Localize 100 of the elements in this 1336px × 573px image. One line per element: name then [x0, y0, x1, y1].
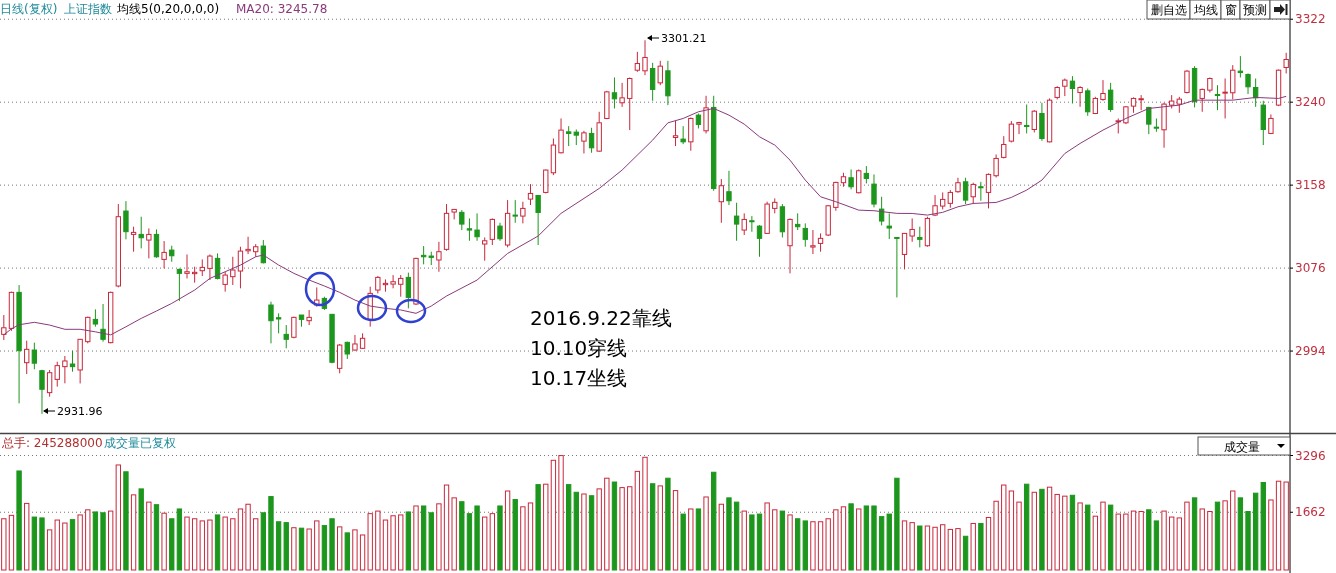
- candlestick: [1023, 104, 1030, 134]
- bar: [649, 483, 656, 571]
- candlestick: [230, 256, 236, 286]
- text: 成交量已复权: [104, 436, 176, 450]
- y-tick-label: 3296: [1295, 448, 1326, 463]
- candlestick: [558, 117, 564, 154]
- candlestick: [611, 76, 618, 109]
- candlestick: [978, 181, 984, 202]
- candlestick: [703, 95, 709, 134]
- candlestick: [24, 340, 30, 375]
- candlestick: [123, 200, 129, 240]
- bar: [39, 517, 45, 571]
- candlestick: [901, 232, 908, 270]
- bar: [138, 488, 144, 571]
- y-tick-label: 1662: [1295, 505, 1326, 520]
- bar: [1191, 497, 1198, 571]
- bar: [573, 491, 579, 571]
- candlestick: [1085, 88, 1091, 117]
- bar: [726, 497, 732, 571]
- candlestick: [237, 246, 244, 289]
- candlestick: [275, 312, 282, 334]
- bar: [275, 521, 282, 571]
- bar: [497, 505, 503, 571]
- bar: [917, 525, 923, 571]
- bar: [978, 522, 984, 571]
- candlestick: [1107, 82, 1114, 113]
- candlestick: [176, 267, 183, 302]
- bar: [321, 525, 328, 571]
- candlestick: [100, 303, 106, 343]
- chart-subtitle: 上证指数: [64, 2, 112, 16]
- candlestick: [352, 334, 358, 352]
- candlestick: [1214, 84, 1221, 111]
- bar: [779, 510, 786, 571]
- candlestick: [680, 125, 686, 145]
- candlestick: [153, 228, 160, 259]
- candlestick: [306, 309, 312, 326]
- bar: [756, 513, 763, 571]
- bar: [1214, 501, 1221, 571]
- annotation: 10.10穿线: [530, 336, 628, 360]
- candlestick: [184, 253, 190, 279]
- bar: [878, 516, 885, 571]
- annotation: 3301.21: [661, 32, 707, 45]
- candlestick: [390, 274, 396, 289]
- bar: [535, 484, 541, 571]
- candlestick: [749, 215, 755, 233]
- text: 总手: 245288000: [1, 436, 103, 450]
- bar: [169, 518, 175, 571]
- candlestick: [672, 120, 679, 147]
- annotation: 10.17坐线: [530, 366, 628, 390]
- candlestick: [1016, 121, 1022, 135]
- candlestick: [848, 168, 854, 190]
- candlestick: [62, 355, 68, 384]
- text: 成交量: [1224, 440, 1260, 454]
- candlestick: [459, 209, 465, 231]
- candlestick: [1146, 106, 1152, 135]
- candlestick: [581, 130, 587, 154]
- candlestick: [1245, 72, 1251, 95]
- candlestick: [283, 324, 289, 349]
- bar: [176, 508, 183, 571]
- candlestick: [46, 369, 53, 398]
- candlestick: [718, 178, 724, 224]
- bar: [153, 504, 160, 571]
- bar: [566, 484, 572, 571]
- bar: [665, 477, 671, 571]
- annotation: 2016.9.22靠线: [530, 306, 672, 330]
- candlestick: [1100, 79, 1106, 102]
- bar: [214, 514, 221, 571]
- candlestick: [894, 236, 900, 298]
- bar: [588, 495, 595, 571]
- bar: [1146, 509, 1152, 571]
- candlestick: [39, 369, 45, 415]
- chart-title: 日线(复权): [0, 2, 58, 16]
- candlestick: [482, 236, 488, 262]
- candlestick: [337, 343, 343, 374]
- bar: [344, 532, 350, 571]
- candlestick: [634, 51, 641, 73]
- bar: [886, 513, 892, 571]
- candlestick: [688, 116, 694, 152]
- candlestick: [741, 212, 747, 236]
- candlestick: [1069, 75, 1076, 104]
- candlestick: [566, 125, 572, 147]
- bar: [298, 527, 305, 571]
- candlestick: [886, 212, 892, 240]
- bar: [848, 503, 854, 571]
- bar: [459, 501, 465, 571]
- candlestick: [54, 361, 60, 388]
- candlestick: [970, 182, 976, 205]
- candlestick: [474, 212, 480, 242]
- candlestick: [810, 229, 816, 255]
- candlestick: [802, 222, 808, 248]
- bar: [1039, 488, 1045, 571]
- candlestick: [1077, 85, 1083, 108]
- candlestick: [138, 216, 144, 249]
- bar: [611, 481, 618, 571]
- bar: [283, 522, 289, 571]
- candlestick: [1283, 52, 1289, 74]
- candlestick: [993, 153, 999, 178]
- candlestick: [268, 301, 274, 344]
- bar: [1153, 520, 1160, 571]
- candlestick: [1031, 109, 1037, 133]
